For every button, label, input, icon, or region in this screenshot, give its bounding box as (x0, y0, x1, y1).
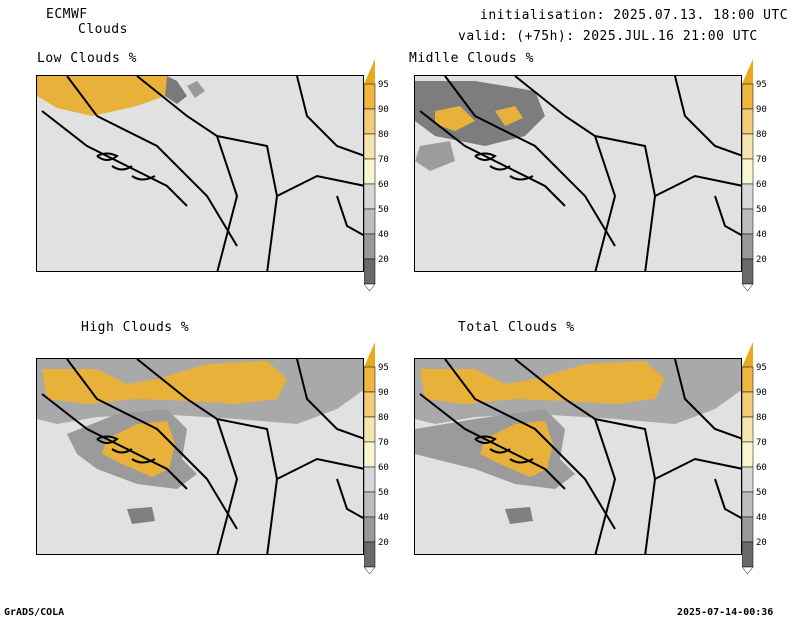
map-high-clouds (36, 358, 364, 555)
cbar-label-50: 50 (378, 205, 389, 215)
cbar-label-95: 95 (756, 80, 767, 90)
cbar-label-60: 60 (756, 180, 767, 190)
colorbar-total-svg: 95 90 80 70 60 50 40 20 (741, 342, 767, 575)
map-middle-clouds (414, 75, 742, 272)
cbar-label-70: 70 (378, 155, 389, 165)
cbar-label-70: 70 (378, 438, 389, 448)
panel-title-low: Low Clouds % (37, 51, 137, 66)
cbar-label-50: 50 (756, 205, 767, 215)
cbar-label-50: 50 (756, 488, 767, 498)
cbar-label-20: 20 (378, 538, 389, 548)
cbar-label-20: 20 (756, 538, 767, 548)
cbar-label-90: 90 (378, 105, 389, 115)
cbar-label-70: 70 (756, 155, 767, 165)
colorbar-middle-svg: 95 90 80 70 60 50 40 20 (741, 59, 767, 292)
cbar-label-50: 50 (378, 488, 389, 498)
cbar-label-70: 70 (756, 438, 767, 448)
panel-title-total: Total Clouds % (458, 320, 575, 335)
colorbar-total: 95 90 80 70 60 50 40 20 (741, 342, 800, 575)
cbar-label-90: 90 (756, 388, 767, 398)
cbar-label-95: 95 (378, 363, 389, 373)
cbar-label-60: 60 (756, 463, 767, 473)
cbar-label-20: 20 (378, 255, 389, 265)
cbar-label-80: 80 (378, 413, 389, 423)
colorbar-low-svg: 95 90 80 70 60 50 40 20 (363, 59, 389, 292)
cbar-label-40: 40 (378, 513, 389, 523)
cbar-label-80: 80 (756, 130, 767, 140)
colorbar-high: 95 90 80 70 60 50 40 20 (363, 342, 424, 575)
cbar-label-60: 60 (378, 463, 389, 473)
product-label: Clouds (78, 22, 128, 37)
cbar-label-40: 40 (378, 230, 389, 240)
model-label: ECMWF (46, 7, 88, 22)
map-low-clouds (36, 75, 364, 272)
cbar-label-80: 80 (378, 130, 389, 140)
valid-time: valid: (+75h): 2025.JUL.16 21:00 UTC (458, 29, 758, 44)
cbar-label-40: 40 (756, 230, 767, 240)
cbar-label-95: 95 (756, 363, 767, 373)
init-time: initialisation: 2025.07.13. 18:00 UTC (480, 8, 789, 23)
cbar-label-90: 90 (378, 388, 389, 398)
cbar-label-95: 95 (378, 80, 389, 90)
colorbar-middle: 95 90 80 70 60 50 40 20 (741, 59, 800, 292)
colorbar-high-svg: 95 90 80 70 60 50 40 20 (363, 342, 389, 575)
cbar-label-20: 20 (756, 255, 767, 265)
cbar-label-80: 80 (756, 413, 767, 423)
panel-title-middle: Midlle Clouds % (409, 51, 534, 66)
footer-software: GrADS/COLA (4, 607, 65, 618)
footer-timestamp: 2025-07-14-00:36 (677, 607, 774, 618)
panel-title-high: High Clouds % (81, 320, 190, 335)
cbar-label-40: 40 (756, 513, 767, 523)
map-total-clouds (414, 358, 742, 555)
cbar-label-60: 60 (378, 180, 389, 190)
colorbar-low: 95 90 80 70 60 50 40 20 (363, 59, 424, 292)
cbar-label-90: 90 (756, 105, 767, 115)
